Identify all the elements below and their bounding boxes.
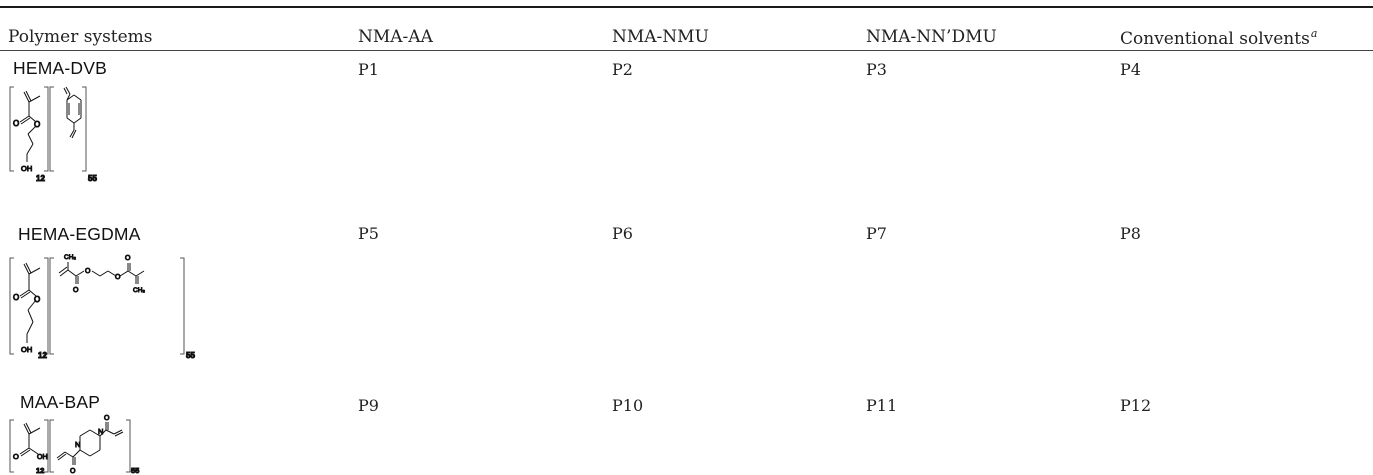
table-cell: P8 <box>1120 224 1141 243</box>
table-cell: P1 <box>358 60 379 79</box>
repeat-count-label: 55 <box>186 351 195 360</box>
table-cell: P12 <box>1120 396 1152 415</box>
nitrogen-label: N <box>75 440 80 449</box>
repeat-count-label: 12 <box>38 351 47 360</box>
oxygen-label: O <box>73 287 79 294</box>
table-header-rule <box>0 50 1373 51</box>
repeat-count-label: 55 <box>131 466 139 475</box>
footnote-mark: a <box>1310 27 1318 40</box>
table-cell: P6 <box>612 224 633 243</box>
hydroxyl-label: OH <box>21 164 32 173</box>
polymer-system-name: MAA-BAP <box>20 392 101 412</box>
table-cell: P3 <box>866 60 887 79</box>
header-nma-nmu: NMA-NMU <box>612 27 709 47</box>
hema-egdma-structure: O O OH 12 CH₃ O O O O CH₃ 55 <box>8 248 208 366</box>
header-conventional-solvents-label: Conventional solvents <box>1120 29 1310 49</box>
repeat-count-label: 12 <box>36 174 45 183</box>
hydroxyl-label: OH <box>37 454 48 461</box>
table-cell: P10 <box>612 396 644 415</box>
oxygen-label: O <box>85 268 91 275</box>
header-nma-nndmu: NMA-NN’DMU <box>866 27 997 47</box>
table-cell: P9 <box>358 396 379 415</box>
methyl-label: CH₃ <box>133 287 145 294</box>
methyl-label: CH₃ <box>64 254 76 261</box>
table-cell: P5 <box>358 224 379 243</box>
table-cell: P11 <box>866 396 898 415</box>
table-cell: P2 <box>612 60 633 79</box>
oxygen-label: O <box>70 468 76 475</box>
polymer-system-name: HEMA-DVB <box>13 58 107 78</box>
oxygen-label: O <box>13 452 19 461</box>
polymer-system-name: HEMA-EGDMA <box>18 224 141 244</box>
table-cell: P7 <box>866 224 887 243</box>
oxygen-label: O <box>13 293 19 302</box>
oxygen-label: O <box>13 119 19 128</box>
hema-dvb-structure: O O OH 12 55 <box>8 84 128 184</box>
header-nma-aa: NMA-AA <box>358 27 433 47</box>
maa-bap-structure: O OH 12 N N O O 55 <box>8 414 148 475</box>
oxygen-label: O <box>115 274 121 281</box>
oxygen-label: O <box>34 120 40 129</box>
repeat-count-label: 12 <box>36 466 44 475</box>
hydroxyl-label: OH <box>21 345 32 354</box>
table-cell: P4 <box>1120 60 1141 79</box>
oxygen-label: O <box>104 415 110 422</box>
header-conventional-solvents: Conventional solventsa <box>1120 27 1317 49</box>
header-polymer-systems: Polymer systems <box>8 27 153 47</box>
oxygen-label: O <box>125 255 131 262</box>
nitrogen-label: N <box>98 427 103 436</box>
oxygen-label: O <box>34 295 40 304</box>
repeat-count-label: 55 <box>88 174 97 183</box>
table-top-rule <box>0 6 1373 8</box>
